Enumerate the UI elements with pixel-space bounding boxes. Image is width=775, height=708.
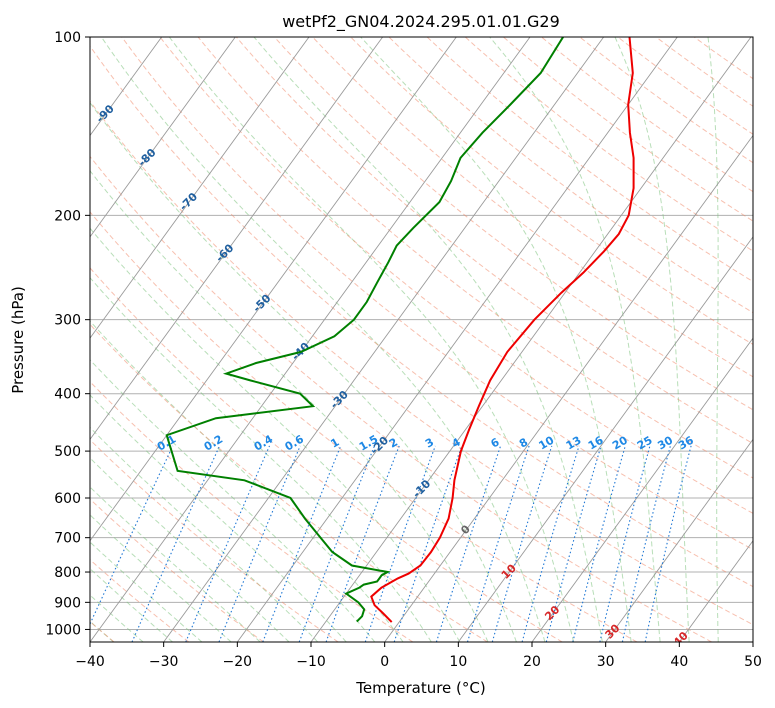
moist-adiabat-line [90, 277, 432, 642]
mixing-ratio-line [599, 445, 651, 642]
y-tick-label: 1000 [45, 622, 81, 638]
y-tick-label: 600 [54, 491, 81, 507]
dry-adiabat-line [350, 37, 753, 345]
isobar-lines [90, 37, 753, 630]
y-tick-label: 700 [54, 531, 81, 547]
isotherm-line [163, 37, 605, 642]
moist-adiabat-line [90, 169, 489, 642]
isotherm-line [531, 337, 753, 642]
y-tick-label: 200 [54, 208, 81, 224]
mixing-ratio-line [325, 445, 400, 642]
isotherm-line [310, 37, 752, 642]
y-tick-label: 100 [54, 30, 81, 46]
y-tick-label: 900 [54, 595, 81, 611]
dry-adiabat-line [90, 45, 753, 588]
plot-area: 0.10.20.40.611.52346810131620253036-100-… [90, 37, 753, 642]
mixing-ratio-line [435, 445, 502, 642]
isotherm-line [90, 37, 384, 441]
x-axis: −40 −30 −20 −10 0 10 20 30 40 50 [75, 642, 762, 670]
isotherm-line [384, 134, 753, 642]
mixing-ratio-line [521, 445, 580, 642]
dry-adiabat-line [90, 558, 190, 642]
dry-adiabat-line [197, 37, 753, 479]
isotherm-line [236, 37, 678, 642]
y-axis-title: Pressure (hPa) [9, 286, 27, 394]
mixing-ratio-line [185, 445, 271, 642]
x-tick-label: 0 [380, 654, 389, 670]
mixing-ratio-line [621, 445, 671, 642]
x-tick-label: 30 [597, 654, 615, 670]
y-axis: 100 200 300 400 500 600 700 800 900 1000 [45, 30, 90, 638]
isotherm-line [90, 37, 531, 642]
isotherm-line [457, 236, 753, 642]
x-tick-label: 10 [449, 654, 467, 670]
moist-adiabat-line [360, 37, 632, 642]
mixing-ratio-line [466, 445, 530, 642]
mixing-ratio-line [393, 445, 463, 642]
moist-adiabat-line [489, 37, 661, 642]
y-tick-label: 400 [54, 387, 81, 403]
isotherm-line [605, 438, 753, 642]
x-tick-label: −10 [296, 654, 326, 670]
mixing-ratio-line [572, 445, 626, 642]
moist-adiabat-line [253, 37, 603, 642]
moist-adiabat-line [707, 37, 719, 642]
mixing-ratio-line [491, 445, 553, 642]
mixing-ratio-line [545, 445, 602, 642]
dry-adiabat-line [90, 211, 638, 642]
isotherm-lines [90, 37, 753, 642]
x-tick-label: 20 [523, 654, 541, 670]
moist-adiabat-line [90, 227, 461, 642]
temperature-profile-line [370, 37, 635, 623]
moist-adiabat-line [614, 37, 690, 642]
mixing-ratio-line [644, 445, 692, 642]
y-tick-label: 800 [54, 565, 81, 581]
mixing-ratio-line [298, 445, 375, 642]
dry-adiabat-line [90, 267, 563, 642]
mixing-ratio-lines [90, 445, 692, 642]
chart-title: wetPf2_GN04.2024.295.01.01.G29 [282, 12, 560, 32]
x-tick-label: −30 [149, 654, 179, 670]
x-tick-label: 40 [670, 654, 688, 670]
isotherm-line [90, 37, 457, 542]
isotherm-line [90, 37, 310, 339]
plot-frame [89, 36, 754, 643]
x-tick-label: −40 [75, 654, 105, 670]
dry-adiabat-line [90, 100, 753, 626]
isotherm-line [90, 37, 236, 238]
x-tick-label: −20 [223, 654, 253, 670]
moist-adiabat-line [90, 359, 376, 642]
moist-adiabat-line [90, 101, 517, 642]
x-tick-label: 50 [744, 654, 762, 670]
moist-adiabat-line [90, 426, 319, 642]
y-tick-label: 300 [54, 313, 81, 329]
moist-adiabat-line [90, 394, 347, 642]
moist-adiabat-line [100, 37, 546, 642]
y-tick-label: 500 [54, 444, 81, 460]
dry-adiabat-line [312, 37, 753, 378]
mixing-ratio-line [364, 445, 436, 642]
x-axis-title: Temperature (°C) [355, 679, 485, 697]
dewpoint-profile-line [165, 37, 564, 623]
profile-series [165, 37, 635, 623]
